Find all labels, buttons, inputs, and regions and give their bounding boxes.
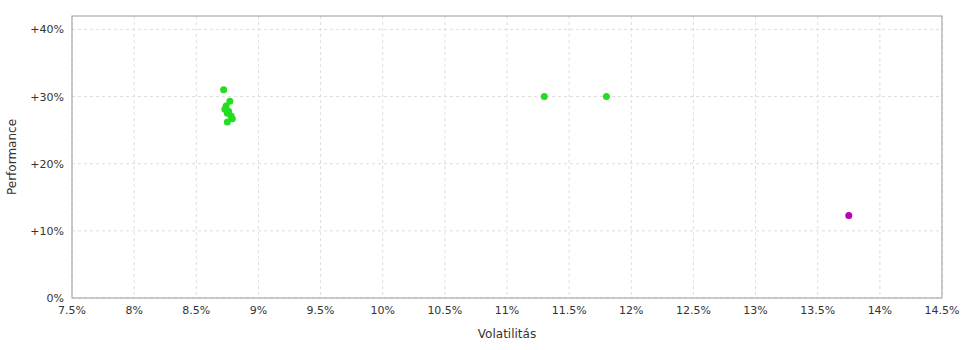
y-tick-label: +10%: [30, 225, 64, 238]
x-grid-line: [382, 16, 383, 298]
page: {"chart_data": { "type": "scatter", "xla…: [0, 0, 966, 350]
point: [541, 93, 548, 100]
y-tick-label: +20%: [30, 158, 64, 171]
chart: 7.5% 8% 8.5% 9% 9.5% 10% 10.5% 11% 11.5% 12% 12.5%…: [0, 0, 966, 350]
x-grid-line: [569, 16, 570, 298]
x-tick-label: 11%: [495, 304, 519, 317]
x-tick-label: 14.5%: [925, 304, 960, 317]
x-grid-line: [817, 16, 818, 298]
marks: [220, 86, 852, 219]
point: [845, 212, 852, 219]
y-grid-line: [72, 29, 942, 30]
y-tick-label: 0%: [47, 292, 64, 305]
x-tick-label: 10.5%: [427, 304, 462, 317]
x-tick-label: 9%: [250, 304, 267, 317]
y-tick-label: +30%: [30, 91, 64, 104]
plot-area: [72, 16, 942, 298]
y-axis-label: Performance: [5, 119, 19, 195]
grid: [72, 16, 942, 298]
x-tick-label: 14%: [868, 304, 892, 317]
x-tick-label: 9.5%: [307, 304, 335, 317]
x-grid-line: [755, 16, 756, 298]
x-tick-label: 11.5%: [552, 304, 587, 317]
x-grid-line: [444, 16, 445, 298]
x-grid-line: [507, 16, 508, 298]
x-tick-label: 12%: [619, 304, 643, 317]
x-tick-label: 13.5%: [800, 304, 835, 317]
y-grid-line: [72, 96, 942, 97]
x-axis-label: Volatilitás: [478, 327, 536, 341]
point: [220, 86, 227, 93]
plot-frame: [72, 16, 942, 298]
x-grid-line: [879, 16, 880, 298]
x-tick-label: 12.5%: [676, 304, 711, 317]
x-grid-line: [134, 16, 135, 298]
x-grid-line: [196, 16, 197, 298]
x-grid-line: [320, 16, 321, 298]
x-grid-line: [693, 16, 694, 298]
point: [603, 93, 610, 100]
x-tick-label: 13%: [743, 304, 767, 317]
x-tick-label: 10%: [370, 304, 394, 317]
y-grid-line: [72, 163, 942, 164]
x-grid-line: [258, 16, 259, 298]
x-tick-label: 8%: [125, 304, 142, 317]
y-tick-label: +40%: [30, 23, 64, 36]
point: [224, 119, 231, 126]
x-grid-line: [631, 16, 632, 298]
x-tick-label: 8.5%: [182, 304, 210, 317]
x-tick-label: 7.5%: [58, 304, 86, 317]
y-grid-line: [72, 230, 942, 231]
